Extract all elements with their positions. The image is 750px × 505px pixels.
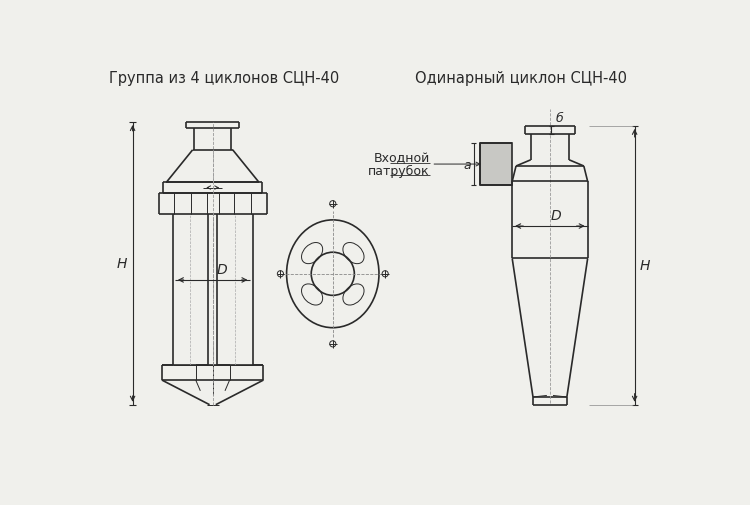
Text: H: H (640, 259, 650, 273)
Bar (480, 143, 512, 186)
Text: б: б (555, 112, 563, 125)
Text: Одинарный циклон СЦН-40: Одинарный циклон СЦН-40 (416, 71, 627, 86)
Text: D: D (217, 263, 227, 277)
Text: D: D (550, 209, 562, 223)
Text: Входной: Входной (374, 152, 430, 165)
Text: Группа из 4 циклонов СЦН-40: Группа из 4 циклонов СЦН-40 (110, 71, 340, 86)
Text: a: a (464, 158, 472, 171)
Text: H: H (117, 257, 128, 271)
Text: патрубок: патрубок (368, 164, 430, 177)
